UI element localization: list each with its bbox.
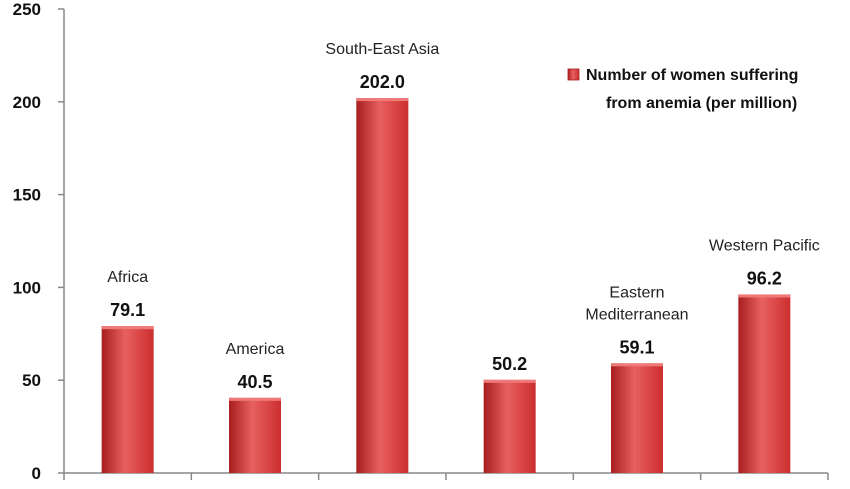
data-label: 50.2: [492, 354, 527, 374]
data-label: 40.5: [237, 372, 272, 392]
bar: [738, 294, 791, 473]
bar-top-highlight: [229, 397, 281, 401]
legend-swatch: [567, 68, 580, 81]
bar: [101, 326, 154, 473]
bar: [483, 379, 536, 473]
data-label: 79.1: [110, 300, 145, 320]
data-label: 96.2: [747, 268, 782, 288]
bar-top-highlight: [611, 363, 663, 367]
bar: [229, 397, 281, 473]
category-label: Africa: [107, 269, 148, 286]
category-label: Western Pacific: [709, 237, 820, 254]
bar-top-highlight: [483, 379, 536, 383]
bar-top-highlight: [356, 98, 409, 102]
labels: 79.1 Africa 40.5 America 202.0 South-East Asi…: [107, 41, 820, 392]
y-tick-label: 200: [13, 93, 41, 112]
bars: [101, 98, 791, 473]
data-label: 202.0: [360, 72, 405, 92]
y-tick-label: 50: [22, 371, 41, 390]
category-label: Eastern: [609, 284, 664, 301]
axes: 0 50 100 150 200 250: [13, 0, 829, 483]
category-label: South-East Asia: [325, 41, 439, 58]
bar: [611, 363, 663, 473]
legend-label: Number of women suffering: [586, 67, 798, 84]
bar: [356, 98, 409, 473]
bar-top-highlight: [101, 326, 154, 330]
legend: Number of women suffering from anemia (pe…: [567, 67, 798, 112]
y-tick-label: 250: [13, 0, 41, 19]
category-label: Mediterranean: [585, 306, 688, 323]
y-tick-label: 100: [13, 278, 41, 297]
data-label: 59.1: [619, 337, 654, 357]
legend-label: from anemia (per million): [606, 95, 797, 112]
category-label: America: [226, 341, 285, 358]
y-tick-label: 150: [13, 186, 41, 205]
bar-top-highlight: [738, 294, 791, 298]
y-tick-label: 0: [32, 464, 41, 483]
